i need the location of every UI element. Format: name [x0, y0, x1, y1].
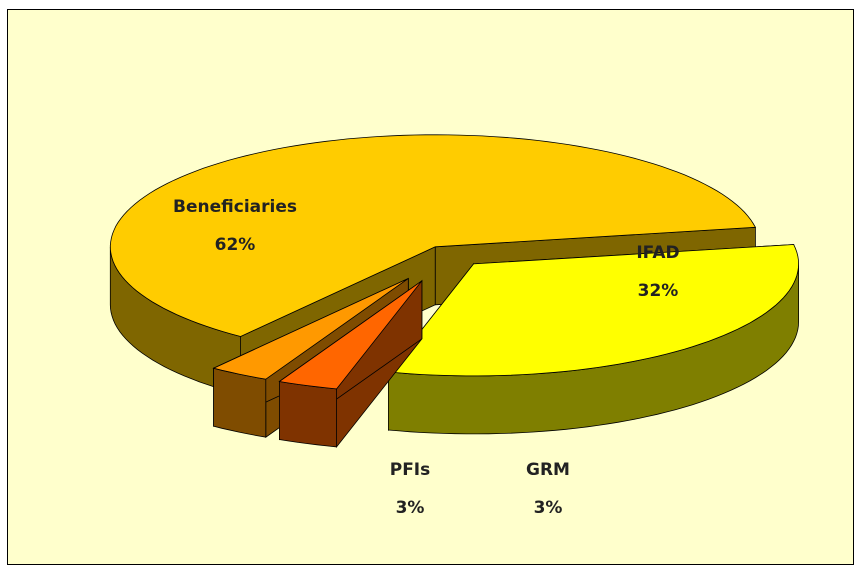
slice-value-label: 32%	[638, 281, 679, 301]
slice-label: GRM	[526, 460, 570, 480]
slice-value-label: 62%	[215, 235, 256, 255]
slice	[387, 244, 800, 377]
slice	[278, 280, 423, 390]
slice	[212, 278, 409, 380]
slice-label: IFAD	[636, 243, 679, 263]
slice-label: Beneficiaries	[173, 197, 297, 217]
slice-wall	[213, 367, 267, 438]
slice-value-label: 3%	[534, 498, 563, 518]
slice	[109, 134, 757, 337]
slice-wall	[279, 381, 337, 448]
slice-value-label: 3%	[396, 498, 425, 518]
slice-label: PFIs	[390, 460, 431, 480]
